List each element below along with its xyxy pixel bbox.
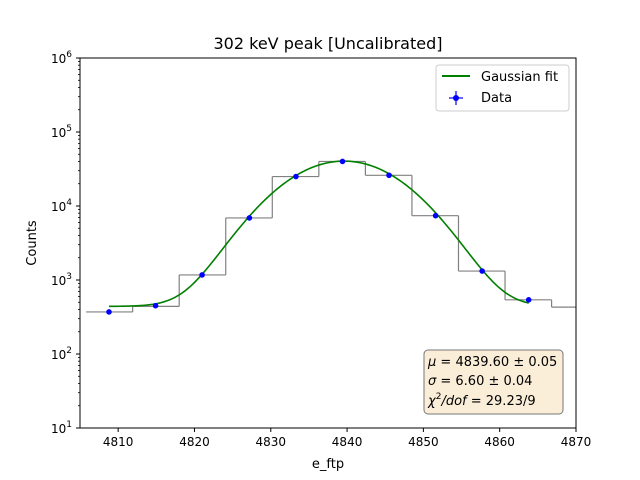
annotation-mu: μ = 4839.60 ± 0.05	[427, 355, 557, 370]
data-point	[246, 215, 253, 221]
annotation-box	[423, 349, 564, 415]
legend-fit-label: Gaussian fit	[481, 70, 558, 85]
x-tick-label: 4840	[332, 435, 363, 449]
x-tick-label: 4820	[179, 435, 210, 449]
x-tick-label: 4850	[408, 435, 439, 449]
data-point	[293, 173, 299, 180]
y-axis: 101 102 103 104 105 106	[51, 50, 80, 436]
data-point	[199, 272, 205, 278]
y-tick-label: 105	[51, 124, 72, 140]
legend-data-marker	[453, 95, 459, 101]
y-tick-label: 101	[51, 420, 72, 436]
fit-layer	[108, 160, 529, 308]
x-axis-label: e_ftp	[312, 457, 344, 472]
y-tick-label: 106	[51, 50, 72, 66]
x-tick-label: 4870	[561, 435, 592, 449]
plot-area	[79, 57, 577, 429]
fit-parameters-box: μ = 4839.60 ± 0.05 σ = 6.60 ± 0.04 χ2/do…	[423, 349, 564, 415]
x-tick-label: 4860	[484, 435, 515, 449]
y-tick-label: 104	[51, 198, 72, 214]
x-axis: 4810 4820 4830 4840 4850 4860 4870	[103, 428, 591, 449]
data-points-layer	[106, 158, 532, 315]
y-axis-label: Counts	[25, 220, 40, 266]
data-point	[339, 158, 346, 165]
chart-title: 302 keV peak [Uncalibrated]	[214, 34, 443, 53]
data-point	[106, 309, 112, 315]
gaussian-fit-line	[108, 160, 529, 308]
data-point	[386, 172, 392, 179]
annotation-sigma: σ = 6.60 ± 0.04	[428, 374, 532, 389]
y-tick-label: 103	[51, 272, 72, 288]
legend: Gaussian fit Data	[435, 64, 570, 112]
data-point	[432, 212, 439, 219]
x-tick-label: 4810	[103, 435, 134, 449]
data-point	[525, 297, 532, 303]
data-point	[479, 268, 485, 274]
legend-data-label: Data	[481, 91, 512, 106]
annotation-chi2: χ2/dof = 29.23/9	[427, 392, 536, 409]
x-tick-label: 4830	[255, 435, 286, 449]
data-point	[152, 302, 159, 309]
y-tick-label: 102	[51, 346, 72, 362]
plot-frame	[79, 57, 577, 429]
